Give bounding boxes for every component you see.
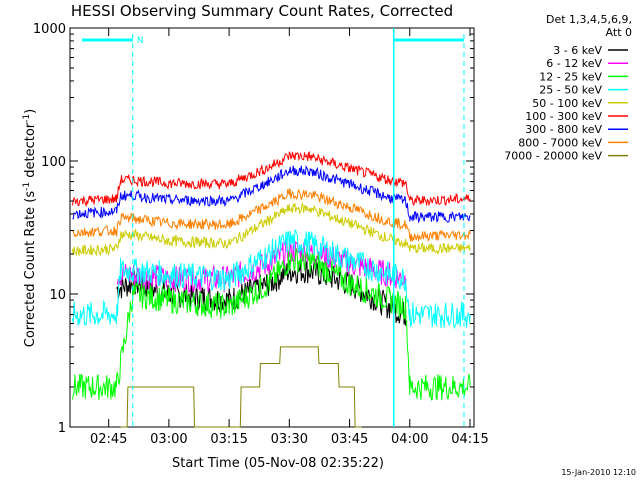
series-line (120, 346, 362, 428)
x-axis-label: Start Time (05-Nov-08 02:35:22) (172, 456, 384, 471)
series-group (72, 150, 471, 428)
y-axis-label-sup1: -1 (22, 182, 32, 191)
y-axis-label: Corrected Count Rate (s-1 detector-1) (22, 109, 38, 347)
legend-label: 800 - 7000 keV (518, 136, 602, 149)
x-tick-label: 02:45 (90, 432, 127, 447)
legend-label: 6 - 12 keV (546, 57, 602, 70)
x-tick-label: 03:45 (331, 432, 368, 447)
series-line (72, 247, 471, 401)
y-tick-label: 1 (58, 421, 66, 436)
series-line (72, 229, 471, 330)
series-line (72, 188, 471, 242)
x-tick-label: 03:00 (150, 432, 187, 447)
marker-group: N (82, 28, 465, 427)
legend-label: 25 - 50 keV (539, 84, 602, 97)
x-tick-label: 04:15 (451, 432, 488, 447)
legend-label: 3 - 6 keV (553, 44, 602, 57)
legend-header-line2: Att 0 (606, 26, 632, 39)
x-tick-label: 03:30 (271, 432, 308, 447)
y-axis-label-end: ) (23, 109, 38, 114)
legend-label: 50 - 100 keV (532, 97, 602, 110)
legend-label: 12 - 25 keV (539, 70, 602, 83)
legend-label: 100 - 300 keV (525, 110, 602, 123)
plot-area: N 02:45 03:00 03:15 03:30 03:45 04:00 04:15 1 10… (33, 22, 489, 447)
y-axis-label-main: Corrected Count Rate (s (23, 191, 38, 348)
x-tick-label: 03:15 (210, 432, 247, 447)
night-marker-label: N (137, 36, 144, 46)
chart-title: HESSI Observing Summary Count Rates, Cor… (71, 2, 453, 20)
timestamp: 15-Jan-2010 12:10 (561, 468, 636, 477)
y-tick-label: 100 (41, 155, 66, 170)
y-tick-label: 10 (49, 288, 66, 303)
x-tick-label: 04:00 (391, 432, 428, 447)
plot-frame (69, 27, 475, 428)
legend-header-line1: Det 1,3,4,5,6,9, (546, 13, 632, 26)
y-axis-label-sup2: -1 (22, 114, 32, 123)
series-line (72, 150, 471, 208)
y-tick-label: 1000 (33, 22, 66, 37)
legend-label: 7000 - 20000 keV (504, 150, 602, 163)
y-axis-label-mid: detector (23, 122, 38, 182)
series-line (72, 202, 471, 257)
legend-label: 300 - 800 keV (525, 123, 602, 136)
series-line (72, 164, 471, 224)
tick-group: 02:45 03:00 03:15 03:30 03:45 04:00 04:15 1 10 10… (33, 22, 489, 447)
